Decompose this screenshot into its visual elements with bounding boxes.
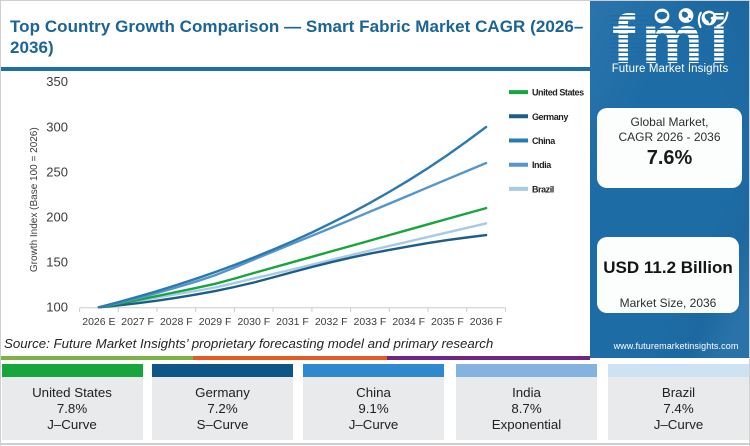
svg-text:Germany: Germany	[532, 112, 568, 122]
svg-text:2036 F: 2036 F	[470, 316, 503, 328]
svg-text:2028 F: 2028 F	[160, 316, 193, 328]
svg-text:150: 150	[46, 255, 68, 270]
svg-text:India: India	[532, 160, 552, 170]
svg-text:Brazil: Brazil	[532, 184, 554, 194]
svg-text:300: 300	[46, 119, 68, 134]
svg-text:2030 F: 2030 F	[237, 316, 270, 328]
svg-text:2031 F: 2031 F	[276, 316, 309, 328]
svg-text:2033 F: 2033 F	[354, 316, 387, 328]
svg-text:2026 E: 2026 E	[82, 316, 115, 328]
svg-text:350: 350	[46, 74, 68, 89]
svg-text:2034 F: 2034 F	[392, 316, 425, 328]
svg-text:Growth Index (Base 100 = 2026): Growth Index (Base 100 = 2026)	[29, 127, 40, 272]
svg-text:200: 200	[46, 210, 68, 225]
svg-text:2035 F: 2035 F	[431, 316, 464, 328]
svg-text:United States: United States	[532, 88, 584, 98]
svg-text:China: China	[532, 136, 556, 146]
svg-text:2027 F: 2027 F	[121, 316, 154, 328]
svg-text:2032 F: 2032 F	[315, 316, 348, 328]
svg-text:250: 250	[46, 164, 68, 179]
svg-text:2029 F: 2029 F	[199, 316, 232, 328]
svg-text:100: 100	[46, 300, 68, 315]
